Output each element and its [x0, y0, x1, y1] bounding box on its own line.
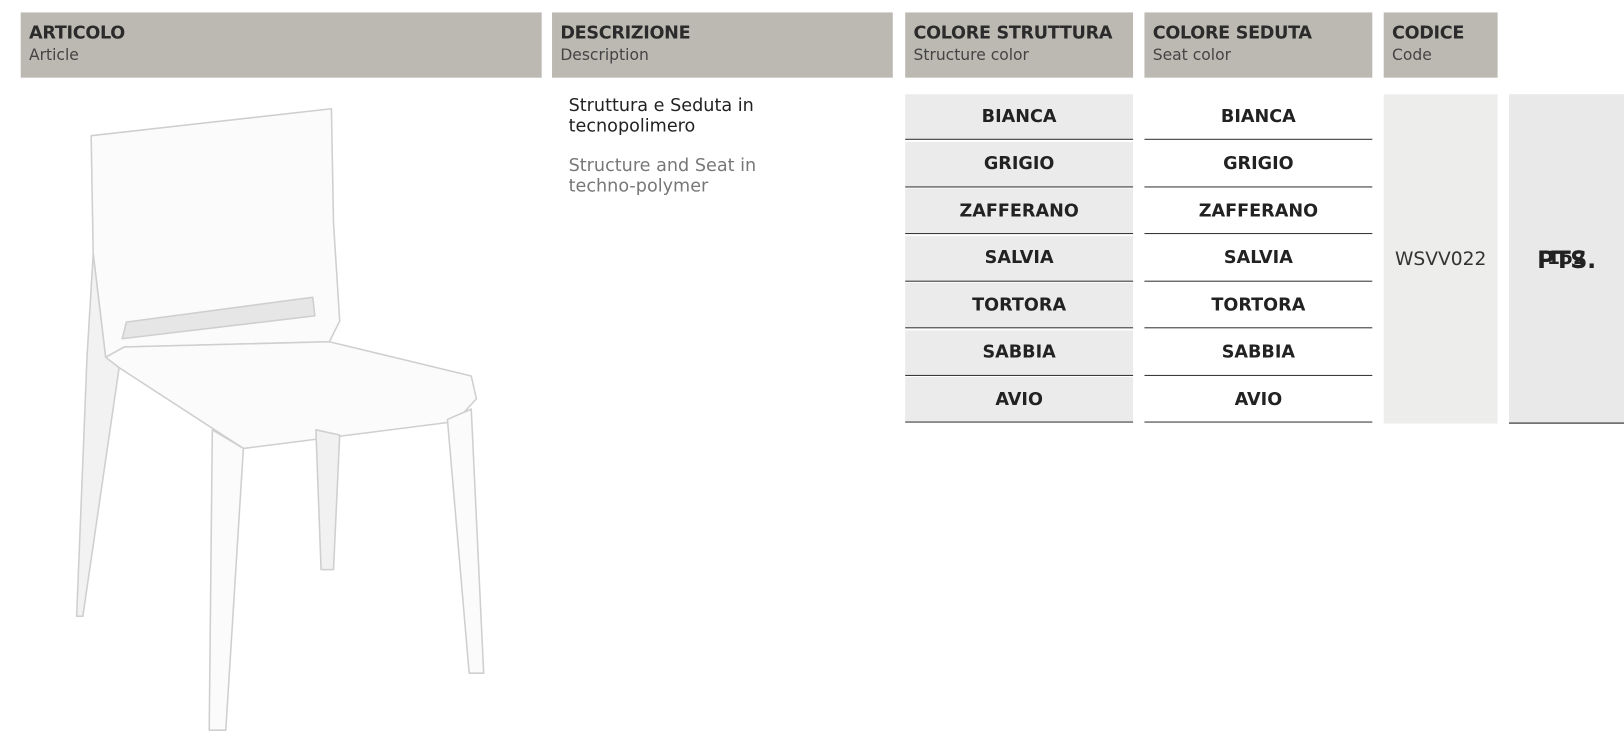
- code: WSVV022: [1383, 94, 1498, 424]
- description-en: Structure and Seat in techno-polymer: [568, 155, 757, 197]
- column-subtitle: Article: [28, 45, 79, 65]
- seat-color: BIANCA: [1144, 94, 1373, 140]
- seat-color: TORTORA: [1144, 283, 1373, 329]
- structure-color: TORTORA: [905, 282, 1134, 329]
- structure-color: GRIGIO: [905, 141, 1134, 187]
- column-title: COLORE SEDUTA: [1152, 22, 1312, 44]
- column-subtitle: Description: [560, 45, 649, 65]
- structure-color: BIANCA: [905, 94, 1134, 140]
- column-header: ARTICOLO Article: [20, 12, 542, 78]
- structure-color: SALVIA: [905, 235, 1134, 282]
- column-header: PTS.: [1509, 94, 1624, 424]
- seat-color: SABBIA: [1144, 330, 1373, 376]
- column-subtitle: Code: [1391, 45, 1432, 65]
- seat-color: AVIO: [1144, 377, 1373, 423]
- column-subtitle: Seat color: [1152, 45, 1231, 65]
- column-title: ARTICOLO: [28, 22, 125, 44]
- column-subtitle: Structure color: [913, 45, 1029, 65]
- structure-color: SABBIA: [905, 329, 1134, 376]
- structure-color: AVIO: [905, 376, 1134, 423]
- seat-color: SALVIA: [1144, 236, 1373, 282]
- description-it: Struttura e Seduta in tecnopolimero: [568, 95, 754, 137]
- column-header: CODICE Code: [1383, 12, 1498, 78]
- chair-image: [75, 107, 485, 731]
- pts: 152: [1509, 94, 1624, 424]
- structure-color: ZAFFERANO: [905, 188, 1134, 235]
- column-header: COLORE SEDUTA Seat color: [1144, 12, 1373, 78]
- column-title: DESCRIZIONE: [560, 22, 691, 44]
- seat-color: ZAFFERANO: [1144, 188, 1373, 235]
- column-header: COLORE STRUTTURA Structure color: [905, 12, 1134, 78]
- column-title: COLORE STRUTTURA: [913, 22, 1113, 44]
- column-title: CODICE: [1391, 22, 1465, 44]
- seat-color: GRIGIO: [1144, 141, 1373, 187]
- column-header: DESCRIZIONE Description: [552, 12, 893, 78]
- column-title: PTS.: [1537, 247, 1596, 274]
